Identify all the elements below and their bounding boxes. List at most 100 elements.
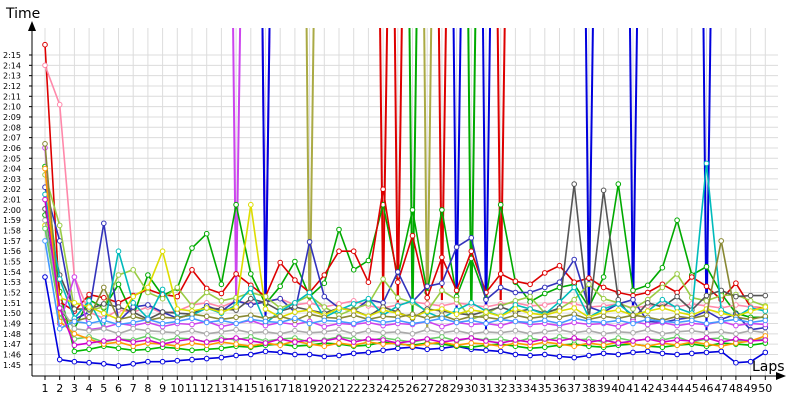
series-16-point (659, 318, 666, 325)
series-7-point (380, 276, 386, 282)
series-10-point (71, 300, 78, 306)
series-10-point (483, 309, 489, 315)
series-1-point (718, 348, 725, 355)
series-15-point (174, 343, 181, 350)
series-9-point (703, 160, 710, 167)
series-17-point (586, 339, 592, 345)
series-10-point (203, 305, 210, 311)
series-17-point (233, 335, 239, 341)
spike-line-lap-30 (470, 27, 477, 321)
series-6-point (542, 284, 548, 291)
series-6-point (145, 302, 151, 308)
y-tick-label: 1:45 (3, 361, 21, 370)
series-13-point (380, 330, 386, 336)
series-16-point (527, 319, 533, 326)
series-9-point (409, 298, 416, 304)
series-8-point (733, 293, 739, 300)
series-2-point (71, 348, 78, 355)
y-tick-label: 1:49 (3, 319, 21, 328)
series-17-point (248, 338, 254, 344)
series-3-point (365, 257, 372, 264)
series-1-point (659, 350, 666, 357)
y-tick-label: 2:08 (3, 123, 21, 132)
series-17-point (130, 339, 136, 345)
series-13-point (262, 329, 269, 335)
series-10-point (644, 308, 651, 314)
series-9-point (395, 303, 401, 309)
series-7-point (159, 295, 166, 302)
series-7-point (145, 289, 151, 296)
series-10-point (86, 304, 92, 310)
series-13-point (292, 327, 298, 334)
series-15-point (468, 340, 475, 346)
series-1-point (262, 348, 269, 355)
series-10-point (468, 307, 475, 313)
series-16-point (483, 320, 489, 327)
x-tick-label: 4 (86, 382, 93, 395)
series-16-point (409, 320, 416, 327)
series-16-point (277, 319, 284, 326)
series-15-point (336, 340, 342, 346)
x-tick-label: 44 (670, 382, 684, 395)
series-1-point (586, 352, 592, 359)
y-tick-label: 2:05 (3, 154, 21, 163)
series-9-point (571, 284, 578, 291)
spike-line-lap-38 (587, 27, 594, 311)
x-tick-label: 16 (259, 382, 273, 395)
series-13-point (145, 327, 151, 334)
series-10-point (248, 201, 254, 208)
series-15-point (424, 341, 431, 347)
y-tick-label: 2:09 (3, 113, 21, 122)
series-10-point (174, 306, 181, 312)
x-tick-label: 48 (729, 382, 743, 395)
series-6-point (56, 238, 63, 244)
series-12-point (630, 312, 636, 319)
series-16-point (512, 318, 519, 325)
series-17-point (145, 337, 151, 343)
series-16-point (380, 319, 386, 326)
series-4-point (600, 284, 607, 291)
series-9-point (556, 299, 563, 305)
y-tick-label: 1:56 (3, 247, 21, 256)
x-tick-label: 49 (744, 382, 758, 395)
y-tick-label: 2:01 (3, 196, 21, 205)
series-6-point (277, 295, 284, 302)
spike-line-lap-19 (305, 27, 311, 331)
y-axis-arrow-icon (28, 21, 36, 31)
series-16-point (292, 315, 298, 322)
series-16-point (306, 320, 313, 327)
y-tick-label: 1:58 (3, 227, 21, 236)
series-line-7 (44, 174, 766, 321)
series-4-point (733, 280, 739, 287)
y-tick-label: 2:06 (3, 144, 21, 153)
series-3-point (189, 245, 195, 251)
series-13-point (424, 326, 431, 333)
series-17-point (556, 338, 563, 344)
series-4-point (644, 289, 651, 296)
series-12-point (380, 313, 386, 320)
series-1-point (674, 351, 680, 358)
spike-line-lap-26 (411, 27, 418, 321)
series-11-point (189, 321, 195, 328)
series-13-point (174, 330, 181, 336)
series-7-point (218, 298, 225, 304)
series-4-point (395, 279, 401, 286)
series-15-point (248, 343, 254, 350)
series-8-point (600, 187, 607, 194)
series-2-point (189, 347, 195, 354)
series-16-point (189, 315, 195, 322)
series-4-point (86, 291, 92, 298)
series-12-point (512, 312, 519, 319)
series-13-point (71, 325, 78, 332)
x-tick-label: 19 (303, 382, 317, 395)
series-6-point (512, 289, 519, 296)
series-11-point (615, 323, 622, 330)
x-tick-label: 6 (115, 382, 122, 395)
series-16-point (115, 321, 122, 328)
series-16-point (203, 319, 210, 326)
series-16-point (586, 318, 592, 325)
series-5-point (542, 302, 548, 308)
series-17-point (350, 339, 357, 345)
series-12-point (101, 284, 107, 291)
series-15-point (321, 343, 328, 350)
